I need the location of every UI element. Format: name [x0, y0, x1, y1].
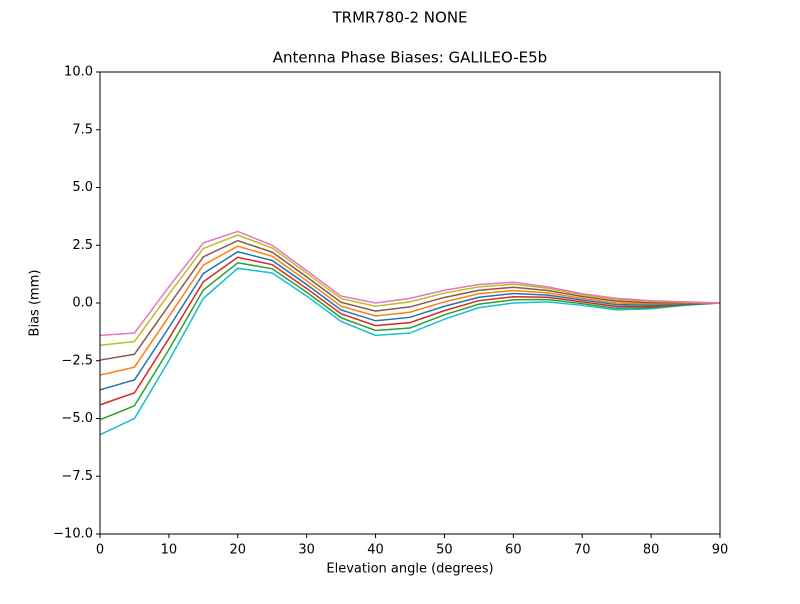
x-tick-label: 70	[574, 543, 591, 558]
x-tick-label: 40	[367, 543, 384, 558]
x-tick-label: 80	[643, 543, 660, 558]
y-axis-label: Bias (mm)	[28, 270, 43, 337]
x-tick-label: 50	[436, 543, 453, 558]
y-tick-label: −10.0	[53, 527, 93, 542]
series-line	[99, 267, 721, 436]
y-tick-label: 10.0	[64, 65, 93, 80]
series-line	[99, 245, 721, 376]
x-tick-label: 60	[505, 543, 522, 558]
y-tick-label: −7.5	[61, 469, 93, 484]
x-tick-label: 0	[96, 543, 104, 558]
x-tick-label: 10	[161, 543, 178, 558]
y-tick-label: 0.0	[72, 296, 93, 311]
y-tick-label: −2.5	[61, 353, 93, 368]
x-tick-label: 90	[712, 543, 729, 558]
series-line	[99, 256, 721, 406]
x-tick-label: 30	[298, 543, 315, 558]
x-axis-label: Elevation angle (degrees)	[326, 562, 493, 577]
chart-title: Antenna Phase Biases: GALILEO-E5b	[273, 49, 547, 67]
y-tick-label: 2.5	[72, 238, 93, 253]
series-line	[99, 262, 721, 421]
x-tick-label: 20	[230, 543, 247, 558]
y-tick-label: −5.0	[61, 411, 93, 426]
plot-area	[99, 230, 721, 436]
series-line	[99, 230, 721, 337]
series-line	[99, 234, 721, 347]
series-line	[99, 250, 721, 391]
y-tick-label: 5.0	[72, 180, 93, 195]
series-line	[99, 239, 721, 361]
suptitle: TRMR780-2 NONE	[331, 9, 467, 27]
y-tick-label: 7.5	[72, 122, 93, 137]
